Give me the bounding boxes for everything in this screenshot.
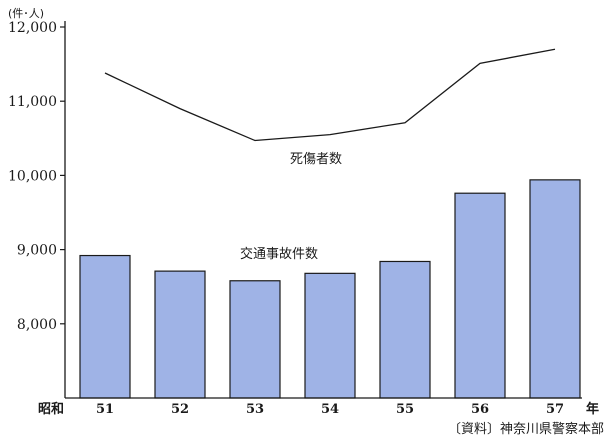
bar bbox=[79, 254, 131, 399]
line-series bbox=[104, 48, 556, 142]
y-tick-label: 9,000 bbox=[17, 243, 57, 259]
x-tick-label: 53 bbox=[246, 402, 264, 417]
y-tick-label: 8,000 bbox=[17, 317, 57, 333]
x-suffix-label: 年 bbox=[586, 401, 599, 417]
y-tick-label: 11,000 bbox=[8, 94, 57, 110]
y-axis-ticks: 8,000 9,000 10,000 11,000 12,000 bbox=[8, 20, 65, 333]
bar bbox=[154, 270, 206, 399]
bar bbox=[529, 179, 581, 399]
bar-series bbox=[79, 179, 581, 399]
x-tick-label: 57 bbox=[546, 402, 564, 417]
y-tick-label: 10,000 bbox=[8, 168, 57, 184]
y-tick-label: 12,000 bbox=[8, 20, 57, 36]
series-label-line: 死傷者数 bbox=[290, 152, 342, 167]
bar bbox=[229, 280, 281, 399]
x-tick-label: 54 bbox=[321, 402, 339, 417]
x-tick-label: 51 bbox=[96, 402, 114, 417]
x-tick-label: 56 bbox=[471, 402, 489, 417]
bar bbox=[454, 192, 506, 399]
x-axis-ticks: 51 52 53 54 55 56 57 bbox=[96, 402, 564, 417]
x-prefix-label: 昭和 bbox=[38, 401, 64, 417]
series-label-bar: 交通事故件数 bbox=[240, 246, 318, 262]
source-label: 〔資料〕神奈川県警察本部 bbox=[448, 421, 604, 437]
bar bbox=[379, 260, 431, 399]
x-tick-label: 52 bbox=[171, 402, 189, 417]
bar bbox=[304, 272, 356, 399]
x-tick-label: 55 bbox=[396, 402, 414, 417]
unit-label: (件･人) bbox=[8, 7, 44, 20]
